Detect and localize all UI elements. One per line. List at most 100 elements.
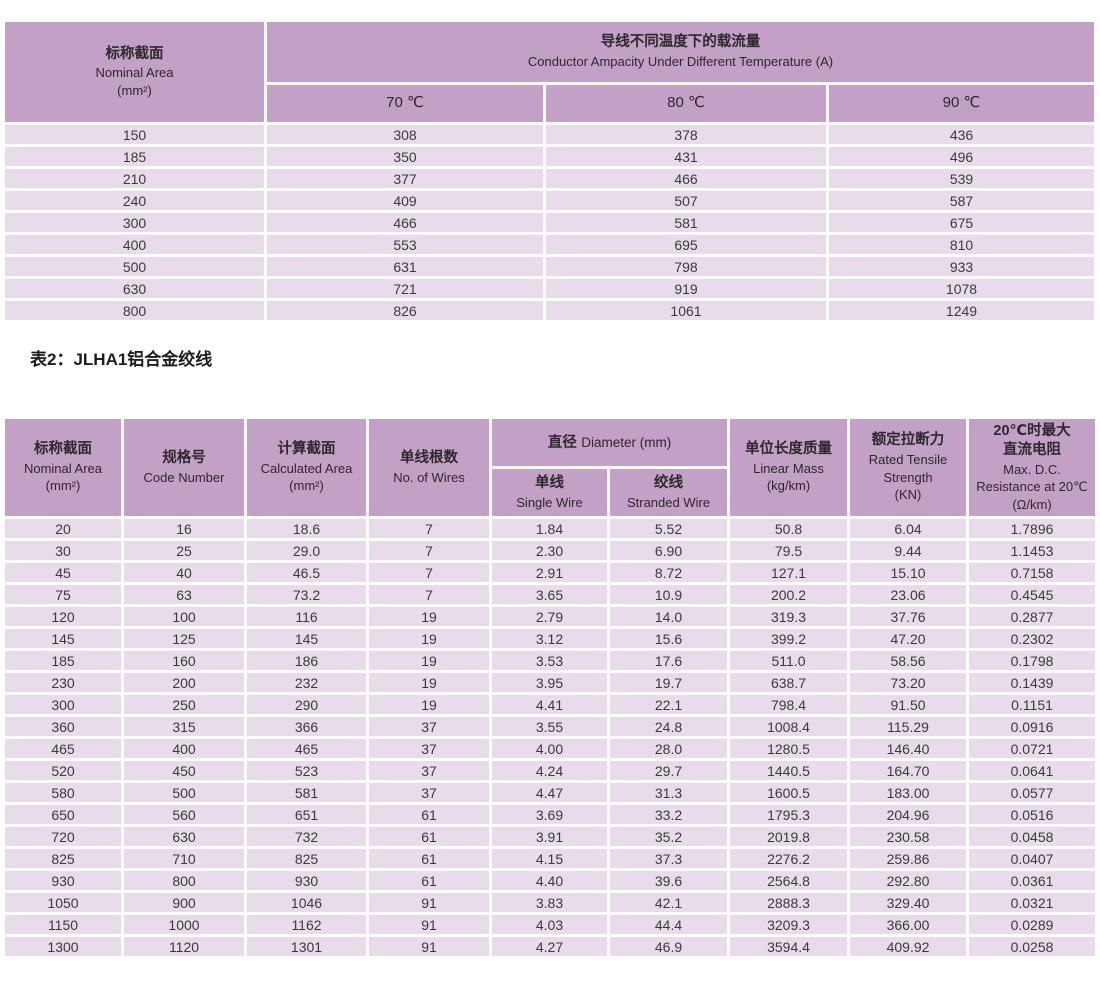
table-cell: 1.7896 [969, 519, 1096, 538]
table-cell: 1120 [124, 937, 244, 956]
table-cell: 150 [5, 125, 264, 144]
nominal-area-label-zh: 标称截面 [34, 441, 92, 458]
col-header-temp-90: 90 ℃ [829, 85, 1095, 122]
table-cell: 37 [369, 761, 489, 780]
table-cell: 4.15 [492, 849, 607, 868]
table-cell: 587 [829, 191, 1095, 210]
table-cell: 31.3 [610, 783, 728, 802]
table-cell: 350 [267, 147, 543, 166]
table-cell: 1000 [124, 915, 244, 934]
table-cell: 0.7158 [969, 563, 1096, 582]
table-cell: 3.91 [492, 827, 607, 846]
table-cell: 79.5 [730, 541, 848, 560]
table-cell: 204.96 [850, 805, 967, 824]
table-cell: 650 [5, 805, 121, 824]
table-cell: 1162 [247, 915, 366, 934]
table-cell: 378 [546, 125, 826, 144]
table-row: 500 631 798 933 [5, 257, 1095, 276]
tensile-strength-label-en: Rated Tensile Strength (KN) [868, 451, 948, 503]
table-cell: 42.1 [610, 893, 728, 912]
table-cell: 300 [5, 213, 264, 232]
table-cell: 1249 [829, 301, 1095, 320]
table-cell: 377 [267, 169, 543, 188]
table-cell: 4.24 [492, 761, 607, 780]
table-cell: 0.1798 [969, 651, 1096, 670]
table-row: 230 200 232 19 3.95 19.7 638.7 73.20 0.1439 [5, 673, 1096, 692]
table-cell: 46.5 [247, 563, 366, 582]
table-cell: 91 [369, 915, 489, 934]
table-cell: 30 [5, 541, 121, 560]
dc-resistance-label-zh: 20℃时最大 直流电阻 [993, 422, 1071, 459]
table-cell: 292.80 [850, 871, 967, 890]
table-cell: 61 [369, 827, 489, 846]
table-cell: 125 [124, 629, 244, 648]
table-cell: 45 [5, 563, 121, 582]
table-cell: 1061 [546, 301, 826, 320]
table-row: 1150 1000 1162 91 4.03 44.4 3209.3 366.00 0.0289 [5, 915, 1096, 934]
code-number-label-en: Code Number [143, 469, 225, 485]
spec-table: 标称截面 Nominal Area (mm²) 规格号 Code Number … [2, 416, 1098, 959]
table-cell: 0.0407 [969, 849, 1096, 868]
table-cell: 366.00 [850, 915, 967, 934]
table-cell: 4.41 [492, 695, 607, 714]
ampacity-table-body: 150 308 378 436 185 350 431 496 210 377 466 539 240 4… [5, 125, 1095, 320]
col-header-temp-70: 70 ℃ [267, 85, 543, 122]
ampacity-table: 标称截面 Nominal Area (mm²) 导线不同温度下的载流量 Cond… [2, 19, 1097, 323]
table-cell: 259.86 [850, 849, 967, 868]
calculated-area-label-en: Calculated Area (mm²) [260, 460, 353, 494]
table-cell: 409.92 [850, 937, 967, 956]
table-cell: 436 [829, 125, 1095, 144]
table-cell: 409 [267, 191, 543, 210]
table-cell: 399.2 [730, 629, 848, 648]
table-cell: 308 [267, 125, 543, 144]
table-cell: 35.2 [610, 827, 728, 846]
table-cell: 19 [369, 673, 489, 692]
table-cell: 46.9 [610, 937, 728, 956]
table-row: 120 100 116 19 2.79 14.0 319.3 37.76 0.2877 [5, 607, 1096, 626]
table-cell: 539 [829, 169, 1095, 188]
table-cell: 507 [546, 191, 826, 210]
table-row: 465 400 465 37 4.00 28.0 1280.5 146.40 0.0721 [5, 739, 1096, 758]
table-cell: 37 [369, 739, 489, 758]
table-cell: 16 [124, 519, 244, 538]
table-cell: 14.0 [610, 607, 728, 626]
table-cell: 230 [5, 673, 121, 692]
table-row: 580 500 581 37 4.47 31.3 1600.5 183.00 0.0577 [5, 783, 1096, 802]
table-cell: 0.1151 [969, 695, 1096, 714]
table-cell: 1280.5 [730, 739, 848, 758]
col-header-ampacity-group: 导线不同温度下的载流量 Conductor Ampacity Under Dif… [267, 22, 1095, 82]
table-cell: 315 [124, 717, 244, 736]
spec-table-body: 20 16 18.6 7 1.84 5.52 50.8 6.04 1.7896 30 25 29.0 7… [5, 519, 1096, 956]
table-cell: 24.8 [610, 717, 728, 736]
col-header-tensile-strength: 额定拉断力 Rated Tensile Strength (KN) [850, 419, 967, 516]
table-cell: 7 [369, 585, 489, 604]
code-number-label-zh: 规格号 [162, 449, 206, 466]
table-cell: 146.40 [850, 739, 967, 758]
col-header-calculated-area: 计算截面 Calculated Area (mm²) [247, 419, 366, 516]
table-cell: 450 [124, 761, 244, 780]
table-row: 1300 1120 1301 91 4.27 46.9 3594.4 409.92 0.0258 [5, 937, 1096, 956]
table-cell: 520 [5, 761, 121, 780]
calculated-area-label-zh: 计算截面 [277, 441, 336, 458]
table-cell: 721 [267, 279, 543, 298]
col-header-single-wire: 单线 Single Wire [492, 469, 607, 516]
nominal-area-label-en: Nominal Area (mm²) [95, 65, 174, 98]
nominal-area-label-zh: 标称截面 [105, 45, 164, 62]
table-cell: 0.0458 [969, 827, 1096, 846]
table-cell: 360 [5, 717, 121, 736]
table-cell: 100 [124, 607, 244, 626]
table-cell: 75 [5, 585, 121, 604]
table-cell: 825 [5, 849, 121, 868]
table-cell: 1.1453 [969, 541, 1096, 560]
table-cell: 200.2 [730, 585, 848, 604]
table-cell: 145 [5, 629, 121, 648]
table-cell: 240 [5, 191, 264, 210]
table-row: 150 308 378 436 [5, 125, 1095, 144]
table-row: 800 826 1061 1249 [5, 301, 1095, 320]
table-cell: 232 [247, 673, 366, 692]
table-cell: 6.04 [850, 519, 967, 538]
spec-table-header: 标称截面 Nominal Area (mm²) 规格号 Code Number … [5, 419, 1096, 516]
table-cell: 37 [369, 717, 489, 736]
col-header-stranded-wire: 绞线 Stranded Wire [610, 469, 728, 516]
table-row: 520 450 523 37 4.24 29.7 1440.5 164.70 0.0641 [5, 761, 1096, 780]
